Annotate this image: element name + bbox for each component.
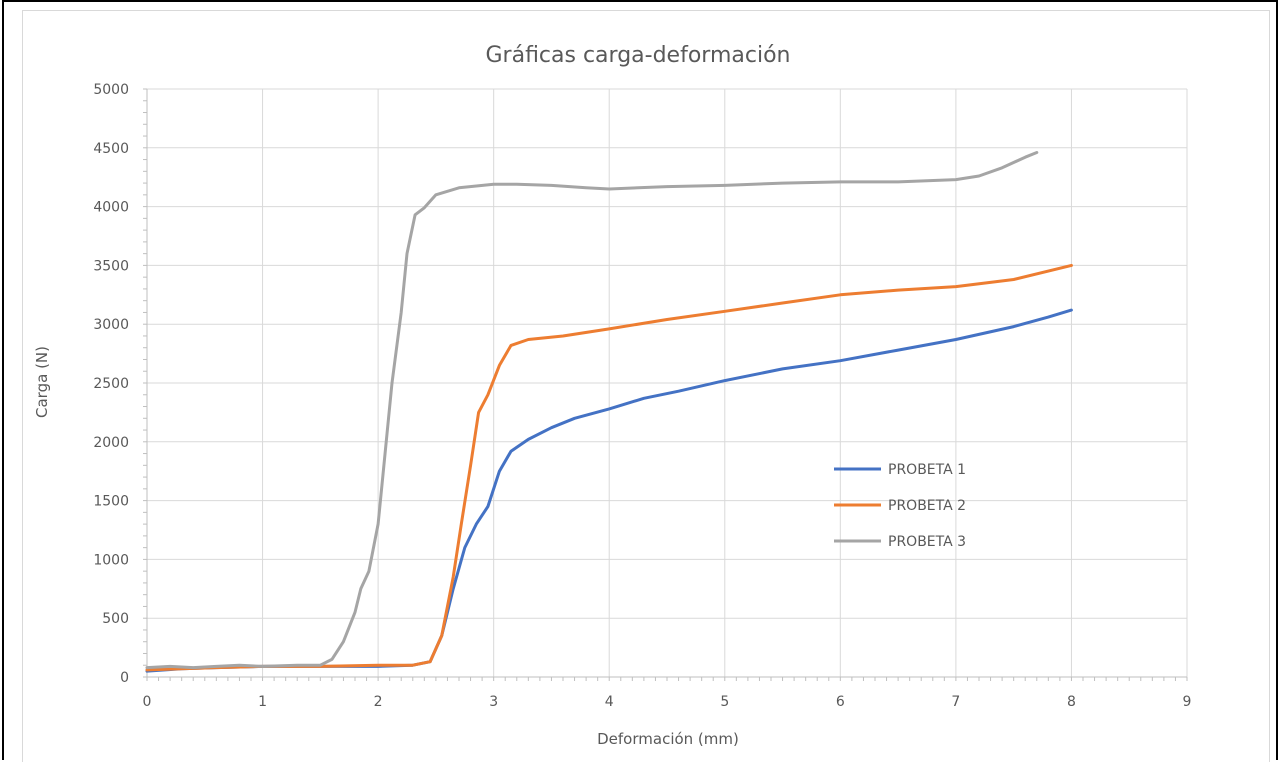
x-tick-labels: 0 1 2 3 4 5 6 7 8 9 bbox=[143, 694, 1192, 710]
y-tick-label: 3000 bbox=[93, 317, 129, 333]
x-tick-label: 7 bbox=[951, 694, 960, 710]
x-tick-label: 1 bbox=[258, 694, 267, 710]
y-tick-label: 5000 bbox=[93, 82, 129, 98]
series-line-probeta-2 bbox=[145, 263, 1073, 672]
y-tick-label: 3500 bbox=[93, 258, 129, 274]
chart-area bbox=[22, 10, 1270, 762]
series-line-probeta-3 bbox=[145, 151, 1039, 670]
y-axis-title: Carga (N) bbox=[33, 346, 51, 418]
line-chart: Gráficas carga-deformación 0 500 1000 1500 2… bbox=[33, 43, 1192, 748]
y-tick-label: 4500 bbox=[93, 141, 129, 157]
x-tick-label: 0 bbox=[143, 694, 152, 710]
grid bbox=[147, 88, 1188, 677]
x-axis-title: Deformación (mm) bbox=[597, 730, 739, 748]
x-tick-label: 5 bbox=[720, 694, 729, 710]
legend-label-3: PROBETA 3 bbox=[888, 534, 966, 550]
x-tick-label: 6 bbox=[836, 694, 845, 710]
y-tick-label: 2500 bbox=[93, 376, 129, 392]
axes bbox=[143, 88, 1188, 681]
legend: PROBETA 1 PROBETA 2 PROBETA 3 bbox=[834, 462, 966, 550]
x-tick-label: 2 bbox=[374, 694, 383, 710]
legend-label-2: PROBETA 2 bbox=[888, 498, 966, 514]
y-tick-label: 2000 bbox=[93, 435, 129, 451]
legend-label-1: PROBETA 1 bbox=[888, 462, 966, 478]
y-tick-labels: 0 500 1000 1500 2000 2500 3000 3500 4000 4500 5000 bbox=[93, 82, 129, 686]
chart-title: Gráficas carga-deformación bbox=[486, 43, 791, 68]
y-tick-label: 4000 bbox=[93, 200, 129, 216]
series-lines bbox=[145, 151, 1073, 673]
x-tick-label: 4 bbox=[605, 694, 614, 710]
x-tick-label: 9 bbox=[1183, 694, 1192, 710]
x-tick-label: 8 bbox=[1067, 694, 1076, 710]
y-tick-label: 0 bbox=[120, 670, 129, 686]
y-tick-label: 1500 bbox=[93, 494, 129, 510]
y-tick-label: 500 bbox=[102, 611, 129, 627]
y-tick-label: 1000 bbox=[93, 552, 129, 568]
x-tick-label: 3 bbox=[489, 694, 498, 710]
